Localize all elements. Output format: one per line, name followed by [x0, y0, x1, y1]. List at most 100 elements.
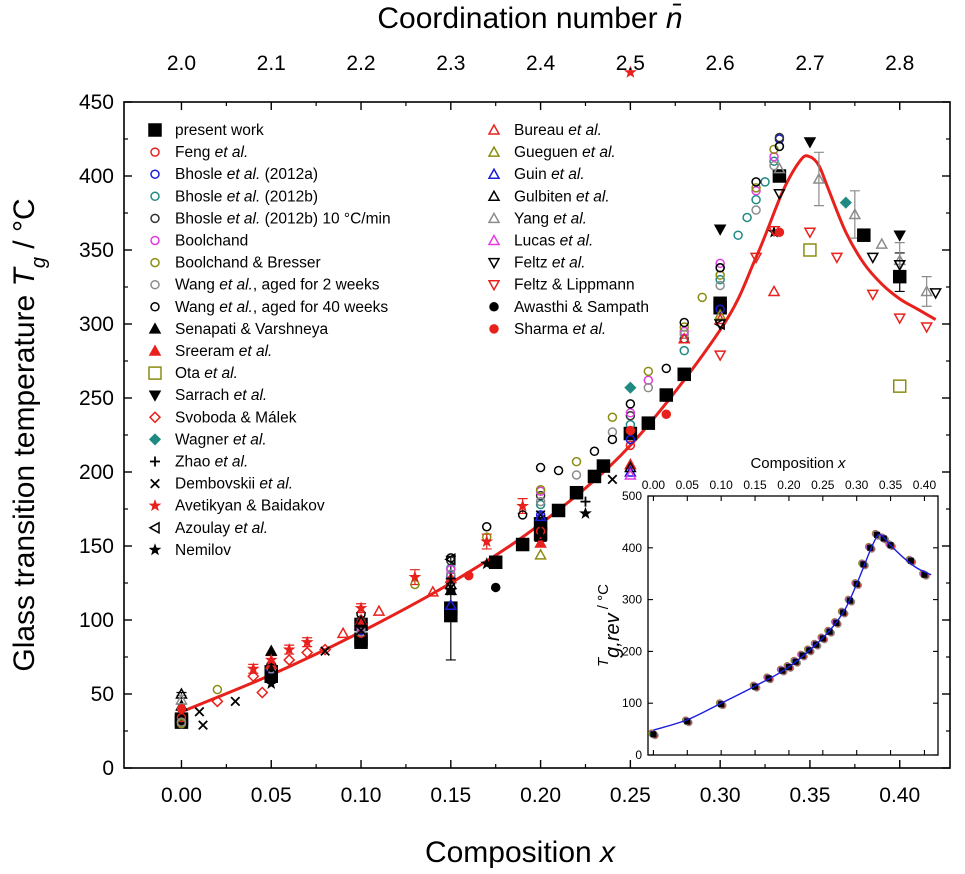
data-point [661, 363, 672, 374]
inset-data-point [921, 571, 928, 578]
inset-data-point [684, 718, 691, 725]
data-point [866, 252, 880, 264]
data-point [774, 132, 785, 143]
data-point [264, 676, 278, 690]
x-axis-title: Composition x [425, 836, 616, 869]
legend-marker [487, 123, 501, 135]
data-point [354, 601, 368, 614]
data-point [643, 382, 654, 393]
data-point [893, 253, 906, 266]
tick-labels-group: 0.00 0.05 0.10 0.15 0.20 0.25 0.30 0.35 0.40 2.0 2… [79, 52, 920, 807]
legend-marker [487, 211, 501, 224]
inset-data-point [907, 557, 914, 564]
legend-label: Avetikyan & Baidakov [175, 498, 325, 515]
data-point [892, 379, 907, 393]
data-point [517, 510, 528, 520]
inset-y-tick-label: 200 [622, 644, 642, 658]
data-point [893, 313, 906, 325]
x-tick-label: 0.40 [879, 784, 920, 807]
legend-marker [150, 456, 160, 467]
inset-y-tick-label: 100 [622, 696, 642, 710]
data-point [481, 522, 492, 532]
errorbar [813, 151, 824, 207]
data-point [661, 409, 672, 420]
legend-marker [487, 189, 501, 202]
y-tick-label: 400 [79, 165, 114, 188]
inset-y-tick-label: 0 [635, 748, 642, 762]
inset-x-tick-label: 0.35 [879, 478, 903, 492]
legend-marker [148, 521, 160, 535]
legend-marker [487, 233, 501, 246]
inset-data-point [650, 731, 657, 738]
y-tick-label: 50 [91, 683, 114, 706]
data-point [587, 469, 602, 484]
legend-label: Gulbiten et al. [514, 188, 610, 205]
data-point [774, 141, 785, 152]
inset-data-point [718, 701, 725, 708]
data-point [625, 434, 636, 445]
y-tick-label: 450 [79, 91, 114, 114]
legend-marker [148, 411, 162, 424]
data-point [571, 470, 582, 480]
legend-label: Ota et al. [175, 365, 238, 382]
inset-x-tick-label: 0.25 [811, 478, 835, 492]
data-point [356, 625, 366, 636]
data-point [553, 465, 564, 476]
legend-marker [150, 302, 160, 312]
inset-y-tick-label: 400 [622, 541, 642, 555]
x-tick-label: 0.00 [161, 784, 202, 807]
data-point [893, 230, 906, 242]
data-point [659, 388, 674, 402]
data-point [535, 490, 546, 501]
legend-marker [148, 123, 162, 137]
data-point [857, 228, 871, 242]
data-point [256, 686, 269, 699]
data-point [247, 670, 260, 683]
data-point [830, 252, 844, 264]
legend-marker [150, 191, 160, 202]
data-point [607, 412, 618, 422]
data-point [848, 207, 862, 220]
data-point [624, 381, 637, 394]
data-point [571, 489, 582, 500]
legend-label: Bhosle et al. (2012b) [175, 188, 318, 205]
data-point [480, 534, 494, 547]
x-tick-label: 0.10 [341, 784, 382, 807]
legend-marker [150, 169, 160, 179]
legend-label: Nemilov [175, 542, 231, 559]
top-tick-label: 2.4 [526, 52, 556, 75]
data-point [715, 263, 725, 273]
data-point [212, 684, 223, 695]
data-point [625, 425, 636, 436]
legend-label: Bureau et al. [514, 122, 602, 139]
data-point [920, 322, 933, 334]
legend-label: Lucas et al. [514, 233, 593, 250]
legend-marker [148, 499, 162, 512]
data-point [679, 345, 689, 356]
data-point [715, 258, 725, 269]
data-point [803, 137, 817, 149]
legend-marker [487, 279, 501, 292]
legend-label: Azoulay et al. [175, 520, 268, 537]
data-point [596, 459, 611, 473]
top-tick-label: 2.1 [257, 52, 286, 75]
data-point [679, 317, 689, 328]
data-point [246, 662, 260, 675]
data-point [176, 704, 187, 714]
y-tick-label: 300 [79, 313, 114, 336]
data-point [535, 462, 546, 473]
data-point [282, 642, 296, 656]
data-point [760, 177, 770, 187]
data-point [751, 186, 761, 196]
data-point [230, 696, 241, 707]
data-point [176, 717, 187, 727]
legend-marker [489, 302, 499, 312]
top-axis-title: Coordination number n̄ [377, 2, 682, 35]
inset-x-tick-label: 0.10 [709, 478, 733, 492]
inset-data-point [860, 561, 867, 568]
data-point [892, 269, 907, 284]
legend-label: Bhosle et al. (2012b) 10 °C/min [175, 210, 391, 227]
data-point [697, 292, 707, 303]
legend-label: Yang et al. [514, 210, 587, 227]
data-point [607, 474, 618, 485]
